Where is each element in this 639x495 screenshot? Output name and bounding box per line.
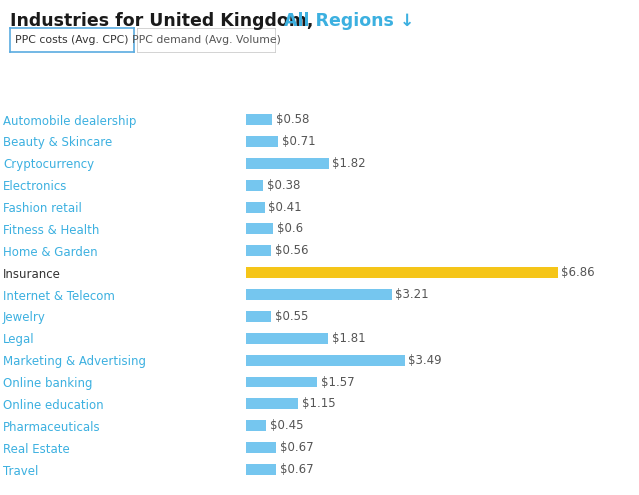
Text: $0.67: $0.67 — [280, 463, 314, 476]
Text: $6.86: $6.86 — [561, 266, 595, 279]
Bar — [246, 311, 271, 322]
Bar — [246, 377, 318, 388]
Bar — [246, 180, 263, 191]
Bar — [246, 223, 273, 234]
Text: Industries for United Kingdom,: Industries for United Kingdom, — [10, 12, 319, 30]
Bar — [246, 201, 265, 212]
Text: $3.49: $3.49 — [408, 353, 442, 367]
Bar — [246, 136, 278, 147]
Text: $0.71: $0.71 — [282, 135, 316, 148]
Text: $3.21: $3.21 — [396, 288, 429, 301]
Bar — [246, 355, 404, 366]
Bar — [246, 333, 328, 344]
Bar — [246, 267, 558, 278]
Text: $1.82: $1.82 — [332, 157, 366, 170]
Text: PPC costs (Avg. CPC): PPC costs (Avg. CPC) — [15, 35, 128, 45]
Text: $0.38: $0.38 — [267, 179, 300, 192]
Bar — [246, 158, 328, 169]
Text: $0.6: $0.6 — [277, 222, 303, 236]
Text: $0.55: $0.55 — [275, 310, 308, 323]
Bar — [246, 114, 272, 125]
Bar — [246, 246, 272, 256]
Text: $1.15: $1.15 — [302, 397, 335, 410]
Bar — [246, 289, 392, 300]
Text: $0.67: $0.67 — [280, 441, 314, 454]
Bar — [246, 464, 277, 475]
Text: $0.58: $0.58 — [276, 113, 309, 126]
Bar — [246, 442, 277, 453]
Bar — [246, 420, 266, 431]
Text: PPC demand (Avg. Volume): PPC demand (Avg. Volume) — [132, 35, 281, 45]
Bar — [246, 398, 298, 409]
Text: $1.57: $1.57 — [321, 376, 355, 389]
Text: All Regions ↓: All Regions ↓ — [284, 12, 415, 30]
Text: $0.41: $0.41 — [268, 200, 302, 213]
Text: $1.81: $1.81 — [332, 332, 366, 345]
Text: $0.56: $0.56 — [275, 244, 309, 257]
Text: $0.45: $0.45 — [270, 419, 304, 432]
